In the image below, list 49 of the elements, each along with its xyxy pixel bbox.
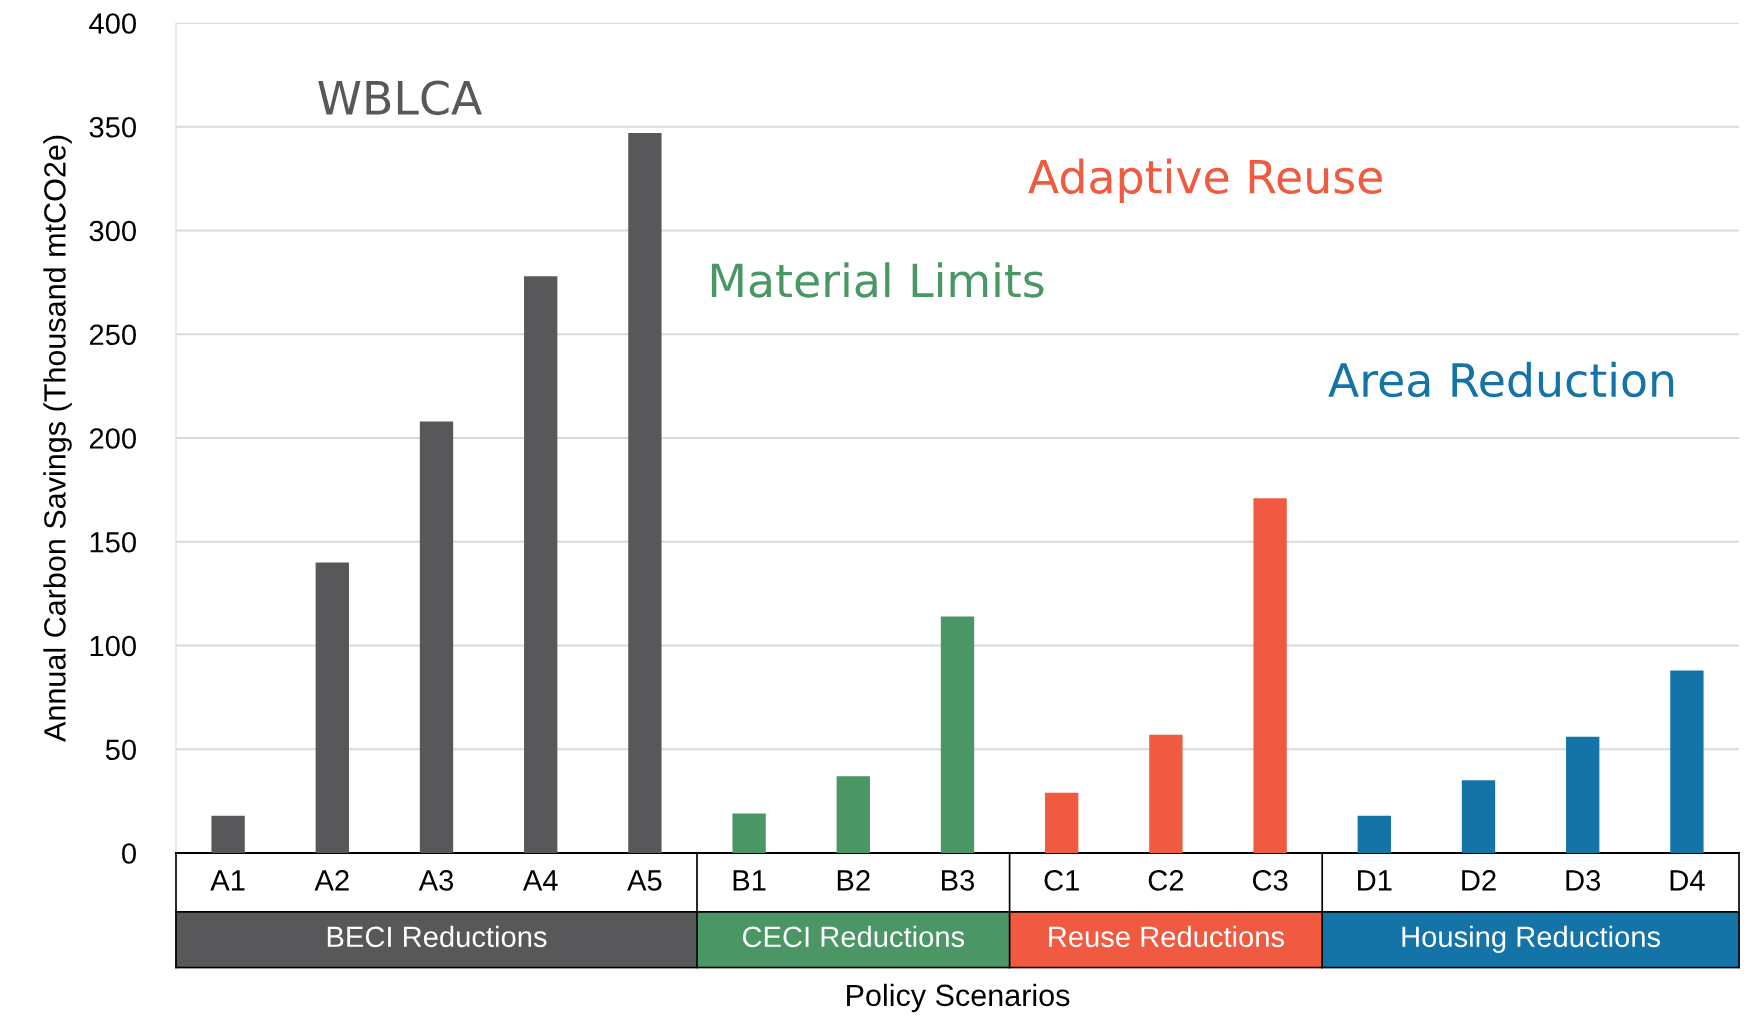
x-tick-label: D4	[1670, 870, 1705, 891]
bar	[1045, 792, 1079, 853]
text: CECI Reductions	[742, 925, 965, 948]
x-tick-label: C2	[1148, 870, 1184, 891]
y-tick-label: 400	[89, 13, 136, 34]
y-tick-label: 150	[90, 531, 136, 553]
x-tick-label: C1	[1044, 870, 1079, 891]
y-tick-label: 50	[105, 739, 136, 761]
bar	[940, 616, 975, 853]
bar	[1149, 734, 1183, 853]
y-tick-label: 250	[89, 324, 136, 346]
bar	[315, 562, 349, 853]
annotation: WBLCA	[318, 80, 482, 116]
bar	[628, 132, 662, 853]
text: Housing Reductions	[1402, 925, 1661, 953]
x-tick-label: A3	[418, 870, 454, 891]
bar	[1566, 736, 1600, 853]
y-tick-label: 300	[89, 220, 136, 242]
y-tick-label: 0	[122, 843, 136, 864]
x-tick-label: A2	[314, 870, 349, 891]
bar	[524, 276, 558, 853]
x-tick-label: A1	[210, 870, 245, 891]
bar	[1670, 670, 1704, 853]
y-tick-label: 100	[90, 635, 136, 657]
x-tick-label: A4	[522, 870, 558, 891]
bar	[419, 421, 454, 853]
bar	[732, 813, 766, 853]
y-tick-label: 200	[89, 428, 136, 449]
y-axis-title: Annual Carbon Savings (Thousand mtCO2e)	[43, 135, 72, 742]
bar	[1357, 815, 1391, 853]
x-axis-title: Policy Scenarios	[847, 983, 1070, 1013]
annotation: Adaptive Reuse	[1028, 158, 1382, 203]
bar	[1461, 780, 1496, 853]
text: Reuse Reductions	[1049, 925, 1285, 948]
x-tick-label: B2	[837, 870, 870, 891]
x-tick-label: D2	[1462, 870, 1496, 891]
x-tick-label: C3	[1252, 870, 1288, 891]
bar	[1253, 498, 1287, 853]
x-tick-label: D1	[1358, 870, 1392, 891]
x-tick-label: A5	[627, 870, 662, 891]
annotation: Material Limits	[711, 262, 1044, 298]
x-tick-label: B1	[733, 870, 766, 891]
x-tick-label: D3	[1566, 870, 1601, 891]
annotation: Area Reduction	[1328, 361, 1674, 398]
bar	[836, 776, 870, 853]
y-tick-label: 350	[89, 116, 136, 138]
x-tick-label: B3	[942, 870, 975, 891]
bar	[211, 815, 245, 853]
text: BECI Reductions	[327, 925, 547, 948]
